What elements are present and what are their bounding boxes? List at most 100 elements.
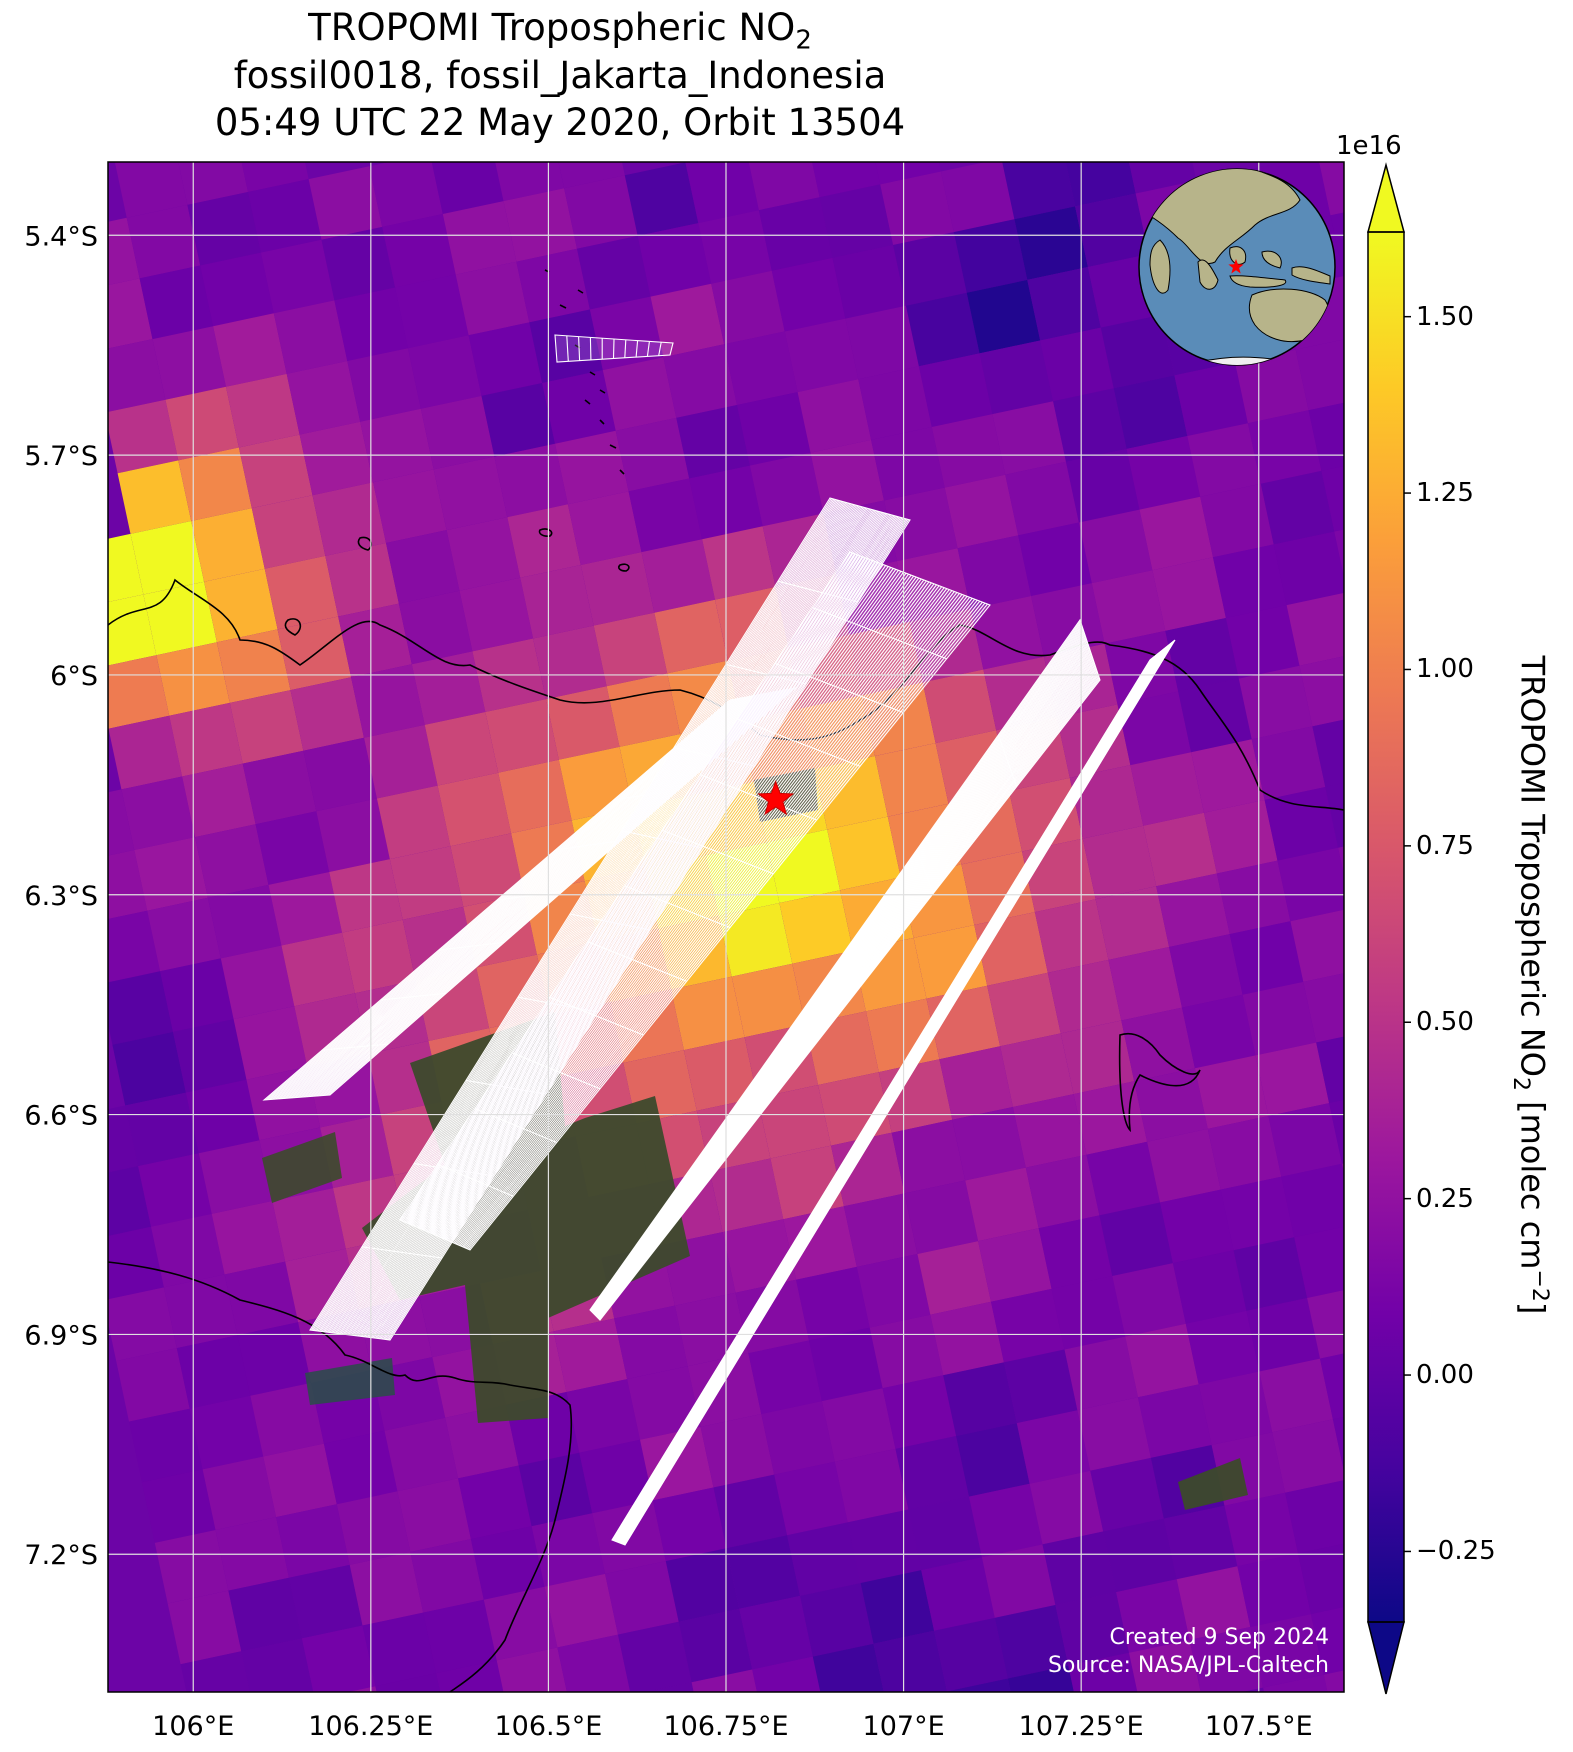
globe-landmass (1197, 259, 1219, 290)
no2-pixel (1022, 838, 1096, 913)
no2-pixel (602, 357, 677, 431)
latitude-tick-label: 5.4°S (24, 221, 98, 252)
no2-pixel (605, 1561, 679, 1635)
credit-source: Source: NASA/JPL-Caltech (1047, 1653, 1329, 1678)
no2-pixel (141, 1469, 216, 1543)
no2-pixel (303, 737, 377, 812)
no2-pixel (1204, 799, 1278, 874)
no2-pixel (1169, 934, 1243, 1008)
mesh-line (635, 340, 639, 358)
no2-pixel (228, 1577, 302, 1652)
no2-pixel (1225, 605, 1300, 679)
no2-pixel (961, 851, 1035, 925)
no2-pixel (1189, 1627, 1264, 1692)
globe-target-marker (1228, 259, 1244, 274)
no2-pixel (555, 430, 629, 505)
mesh-line (566, 335, 569, 362)
no2-pixel (665, 1548, 740, 1622)
no2-pixel (1082, 825, 1157, 900)
no2-pixel (507, 504, 581, 578)
no2-pixel (1237, 1553, 1311, 1627)
no2-pixel (542, 370, 616, 444)
mesh-line (423, 569, 899, 1231)
no2-pixel (875, 162, 941, 185)
no2-pixel (884, 487, 958, 562)
no2-pixel (606, 673, 681, 747)
colorbar-gradient (1368, 232, 1404, 1622)
mesh-line (312, 498, 834, 1331)
no2-pixel (711, 270, 785, 345)
no2-pixel (1018, 522, 1092, 596)
no2-pixel (163, 1274, 238, 1349)
no2-pixel (169, 702, 243, 777)
no2-pixel (191, 508, 265, 582)
no2-pixel (1185, 1310, 1260, 1385)
no2-pixel (1104, 630, 1179, 705)
no2-pixel (624, 162, 699, 236)
no2-pixel (1090, 1457, 1164, 1532)
no2-pixel (1108, 947, 1182, 1021)
no2-pixel (116, 1348, 190, 1422)
credit-created: Created 9 Sep 2024 (1109, 1625, 1330, 1650)
map-panel (108, 162, 1344, 1692)
no2-pixel (947, 1678, 1011, 1692)
no2-pixel (1321, 466, 1344, 532)
no2-pixel (437, 772, 512, 847)
no2-pixel (373, 469, 447, 543)
mesh-line (463, 599, 978, 1248)
no2-pixel (329, 859, 403, 933)
target-site-marker (757, 780, 795, 816)
no2-pixel (154, 1530, 229, 1604)
no2-pixel (1147, 1128, 1221, 1203)
no2-pixel (1065, 162, 1136, 207)
no2-pixel (182, 763, 256, 838)
no2-pixel (263, 1443, 337, 1518)
no2-pixel (1100, 314, 1175, 389)
no2-pixel (376, 785, 451, 860)
no2-pixel (533, 625, 607, 700)
no2-pixel (336, 1491, 411, 1565)
no2-pixel (410, 1539, 484, 1613)
mesh-line (340, 506, 862, 1335)
no2-pixel (685, 162, 759, 224)
no2-pixel (618, 1621, 692, 1692)
no2-pixel (398, 590, 473, 665)
no2-pixel (238, 434, 313, 509)
no2-pixel (1152, 557, 1226, 631)
no2-pixel (739, 1595, 813, 1670)
no2-pixel (529, 309, 603, 383)
colorbar-tick-label: 1.50 (1416, 301, 1474, 332)
no2-pixel (299, 421, 374, 496)
no2-pixel (1323, 1670, 1344, 1692)
globe-landmass (1291, 266, 1331, 285)
mesh-line (460, 597, 973, 1247)
colorbar-tick-label: −0.25 (1416, 1536, 1496, 1567)
no2-pixel (1002, 162, 1076, 220)
longitude-tick-label: 107.25°E (1019, 1711, 1144, 1742)
no2-pixel (939, 1046, 1013, 1120)
no2-pixel (832, 245, 906, 319)
no2-pixel (906, 292, 980, 367)
no2-pixel (251, 495, 326, 569)
no2-pixel (1005, 461, 1079, 536)
no2-pixel (382, 214, 456, 288)
no2-pixel (455, 261, 530, 336)
no2-pixel (943, 1362, 1017, 1436)
no2-pixel (645, 1682, 694, 1692)
no2-pixel (520, 565, 594, 639)
no2-pixel (1075, 193, 1149, 267)
mesh-line (459, 596, 971, 1246)
no2-pixel (224, 1261, 299, 1336)
no2-pixel (965, 1167, 1039, 1242)
globe-landmass (1139, 169, 1301, 265)
footprint-mesh-east (589, 618, 1101, 1321)
no2-pixel (1091, 570, 1166, 644)
no2-pixel (1194, 1055, 1269, 1129)
globe-landmass (1229, 275, 1287, 288)
mesh-line (465, 601, 983, 1249)
mesh-line (407, 557, 866, 1224)
mesh-line (403, 554, 859, 1222)
no2-pixel (895, 1436, 969, 1510)
no2-pixel (921, 1557, 995, 1631)
mesh-line (599, 678, 1101, 1321)
